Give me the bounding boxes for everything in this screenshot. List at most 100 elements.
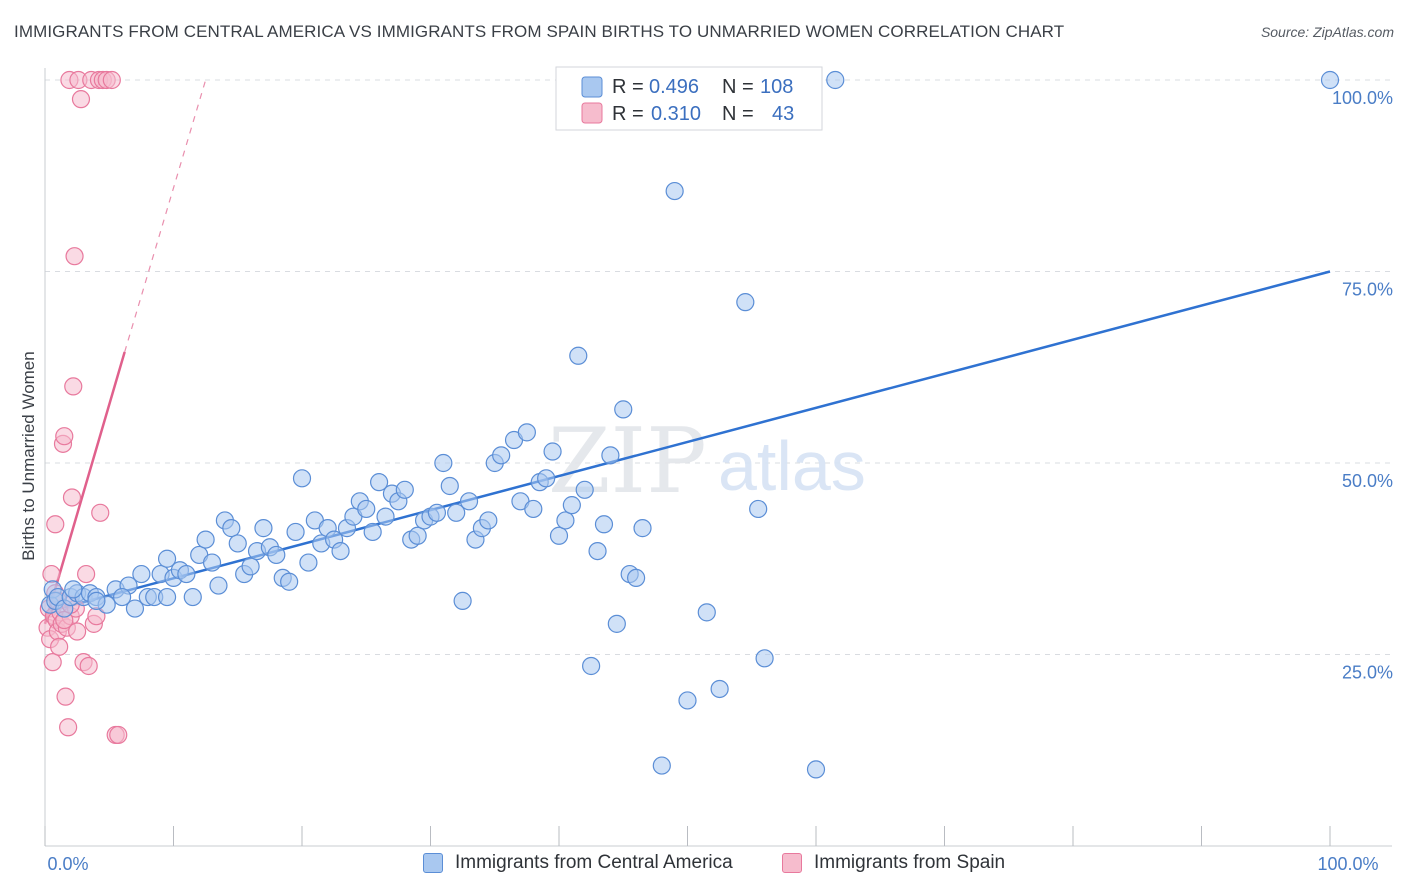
central-america-point-68[interactable] [479, 511, 498, 530]
central-america-point-73[interactable] [517, 423, 536, 442]
spain-point-39[interactable] [109, 725, 128, 745]
x-tick-label-min: 0.0% [47, 854, 88, 874]
central-america-point-60[interactable] [427, 503, 447, 522]
central-america-point-65[interactable] [459, 492, 479, 511]
spain-point-3[interactable] [42, 564, 61, 584]
spain-point-17[interactable] [59, 718, 78, 737]
central-america-point-101[interactable] [806, 760, 826, 779]
spain-point-40[interactable] [46, 515, 65, 534]
central-america-point-103[interactable] [1320, 70, 1340, 90]
central-america-point-26[interactable] [209, 576, 228, 595]
central-america-point-13[interactable] [125, 599, 145, 618]
spain-point-22[interactable] [65, 247, 84, 266]
spain-point-28[interactable] [77, 564, 96, 584]
central-america-point-92[interactable] [652, 756, 671, 775]
central-america-point-106[interactable] [157, 587, 177, 607]
central-america-point-51[interactable] [370, 473, 389, 492]
spain-point-26[interactable] [71, 90, 91, 109]
central-america-point-107[interactable] [64, 580, 83, 599]
central-america-point-87[interactable] [607, 614, 626, 633]
central-america-point-50[interactable] [363, 522, 382, 542]
y-axis-title: Births to Unmarried Women [19, 351, 38, 560]
trend-line-central-america [44, 270, 1331, 614]
central-america-point-84[interactable] [588, 541, 607, 561]
central-america-point-98[interactable] [749, 499, 768, 519]
spain-point-10[interactable] [50, 637, 69, 656]
central-america-point-88[interactable] [614, 400, 633, 419]
central-america-point-25[interactable] [202, 553, 222, 572]
central-america-point-91[interactable] [633, 519, 652, 538]
central-america-point-37[interactable] [280, 572, 299, 591]
y-tick-label-3: 100.0% [1332, 88, 1393, 108]
central-america-point-94[interactable] [678, 691, 697, 710]
central-america-point-105[interactable] [112, 587, 132, 607]
spain-point-37[interactable] [102, 70, 121, 90]
central-america-point-64[interactable] [453, 591, 472, 610]
central-america-point-95[interactable] [697, 603, 716, 622]
central-america-point-93[interactable] [665, 181, 684, 201]
spain-point-24[interactable] [68, 622, 87, 641]
spain-point-29[interactable] [79, 656, 98, 676]
central-america-point-81[interactable] [569, 346, 588, 365]
central-america-point-38[interactable] [286, 522, 305, 542]
central-america-point-82[interactable] [575, 480, 594, 499]
trend-line-spain-extension [124, 79, 207, 353]
central-america-point-35[interactable] [267, 545, 286, 565]
legend-r-value-pink: 0.310 [651, 103, 701, 125]
central-america-point-52[interactable] [376, 507, 395, 526]
central-america-point-22[interactable] [183, 587, 202, 607]
central-america-point-70[interactable] [492, 446, 511, 465]
series-legend: Immigrants from Central America Immigran… [0, 852, 1406, 878]
central-america-point-21[interactable] [177, 564, 196, 584]
central-america-point-86[interactable] [601, 446, 620, 465]
central-america-point-14[interactable] [132, 564, 151, 584]
central-america-point-57[interactable] [408, 526, 427, 545]
central-america-point-99[interactable] [755, 649, 774, 668]
central-america-point-45[interactable] [331, 541, 350, 561]
spain-point-20[interactable] [62, 488, 82, 507]
central-america-point-63[interactable] [447, 503, 466, 522]
central-america-point-83[interactable] [582, 656, 601, 676]
central-america-point-76[interactable] [537, 469, 556, 488]
x-tick-label-max: 100.0% [1317, 854, 1378, 874]
source-credit: Source: ZipAtlas.com [1260, 24, 1394, 40]
legend-label-spain: Immigrants from Spain [814, 852, 1006, 873]
gridlines [45, 79, 1392, 655]
central-america-point-74[interactable] [524, 499, 543, 519]
central-america-point-33[interactable] [254, 519, 273, 538]
legend-item-spain[interactable]: Immigrants from Spain [782, 852, 1005, 874]
spain-point-15[interactable] [56, 687, 75, 706]
spain-point-34[interactable] [91, 503, 110, 522]
y-tick-labels: 25.0% 50.0% 75.0% 100.0% [1332, 88, 1393, 683]
central-america-point-61[interactable] [434, 453, 453, 473]
central-america-point-18[interactable] [157, 549, 177, 568]
central-america-point-102[interactable] [826, 70, 845, 90]
central-america-point-31[interactable] [241, 557, 260, 576]
central-america-point-24[interactable] [196, 530, 215, 549]
spain-point-4[interactable] [43, 653, 62, 672]
central-america-point-40[interactable] [299, 553, 318, 572]
legend-r-label-blue: R = [612, 76, 644, 98]
central-america-point-79[interactable] [556, 511, 575, 530]
central-america-point-49[interactable] [357, 499, 376, 519]
central-america-point-85[interactable] [594, 515, 614, 534]
watermark-atlas: atlas [718, 427, 866, 505]
central-america-point-90[interactable] [626, 568, 646, 588]
spain-point-14[interactable] [55, 427, 74, 446]
legend-item-central-america[interactable]: Immigrants from Central America [423, 852, 733, 874]
central-america-point-77[interactable] [543, 442, 562, 461]
central-america-point-62[interactable] [440, 476, 459, 496]
spain-point-21[interactable] [64, 377, 83, 396]
central-america-point-104[interactable] [87, 591, 106, 610]
legend-swatch-blue [581, 76, 603, 98]
central-america-point-78[interactable] [549, 526, 569, 545]
central-america-point-96[interactable] [710, 679, 729, 699]
central-america-point-29[interactable] [228, 534, 247, 553]
central-america-point-28[interactable] [222, 519, 241, 538]
legend-swatch-central-america [423, 853, 443, 873]
central-america-point-97[interactable] [736, 293, 755, 312]
central-america-point-39[interactable] [292, 469, 312, 488]
central-america-point-80[interactable] [562, 496, 581, 515]
central-america-point-55[interactable] [395, 480, 414, 499]
